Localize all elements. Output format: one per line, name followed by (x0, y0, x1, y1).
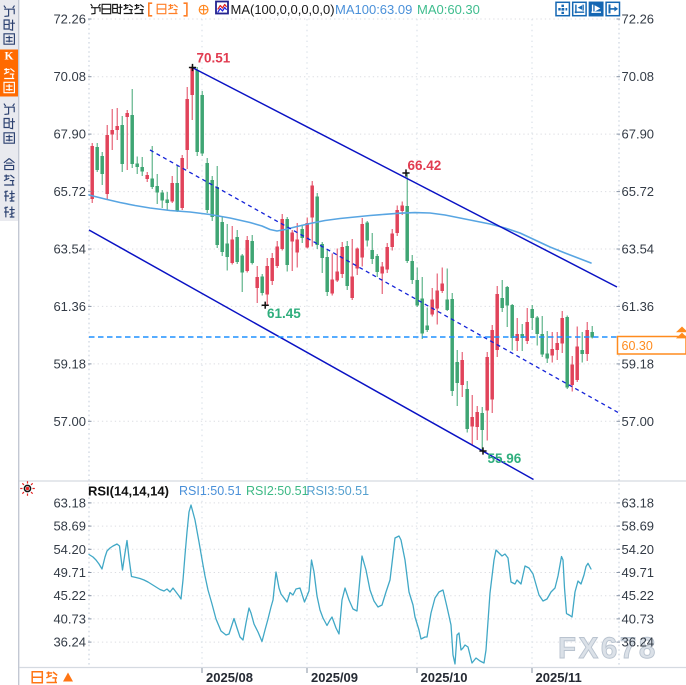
svg-text:70.08: 70.08 (622, 69, 655, 84)
svg-text:65.72: 65.72 (53, 184, 86, 199)
svg-text:61.36: 61.36 (622, 299, 655, 314)
svg-text:65.72: 65.72 (622, 184, 655, 199)
svg-text:49.71: 49.71 (622, 565, 655, 580)
svg-text:RSI3:50.51: RSI3:50.51 (307, 484, 370, 498)
svg-text:60.30: 60.30 (622, 339, 653, 353)
svg-text:70.51: 70.51 (197, 51, 231, 66)
svg-text:45.22: 45.22 (622, 588, 655, 603)
svg-text:58.69: 58.69 (622, 519, 655, 534)
svg-text:70.08: 70.08 (53, 69, 86, 84)
svg-text:MA100:63.09: MA100:63.09 (335, 2, 412, 17)
svg-text:RSI1:50.51: RSI1:50.51 (179, 484, 242, 498)
svg-text:45.22: 45.22 (53, 588, 86, 603)
svg-text:FX678: FX678 (558, 632, 658, 665)
svg-text:40.73: 40.73 (622, 611, 655, 626)
svg-text:2025/09: 2025/09 (311, 670, 358, 685)
svg-text:RSI(14,14,14): RSI(14,14,14) (88, 484, 169, 499)
svg-text:61.36: 61.36 (53, 299, 86, 314)
svg-text:63.54: 63.54 (53, 242, 86, 257)
svg-text:61.45: 61.45 (267, 306, 301, 321)
svg-text:63.18: 63.18 (53, 495, 86, 510)
svg-text:MA0:60.30: MA0:60.30 (417, 2, 480, 17)
svg-text:54.20: 54.20 (622, 542, 655, 557)
svg-text:72.26: 72.26 (622, 12, 655, 27)
svg-text:2025/10: 2025/10 (421, 670, 468, 685)
svg-text:54.20: 54.20 (53, 542, 86, 557)
svg-text:59.18: 59.18 (53, 356, 86, 371)
svg-text:2025/08: 2025/08 (206, 670, 253, 685)
svg-text:57.00: 57.00 (53, 414, 86, 429)
svg-text:72.26: 72.26 (53, 12, 86, 27)
svg-text:57.00: 57.00 (622, 414, 655, 429)
svg-text:63.18: 63.18 (622, 495, 655, 510)
svg-text:66.42: 66.42 (408, 158, 442, 173)
svg-text:MA(100,0,0,0,0,0): MA(100,0,0,0,0,0) (231, 2, 335, 17)
svg-text:49.71: 49.71 (53, 565, 86, 580)
svg-text:K: K (5, 51, 14, 63)
svg-text:55.96: 55.96 (488, 451, 522, 466)
svg-text:67.90: 67.90 (53, 127, 86, 142)
svg-text:58.69: 58.69 (53, 519, 86, 534)
svg-text:36.24: 36.24 (53, 635, 86, 650)
svg-text:40.73: 40.73 (53, 611, 86, 626)
svg-text:67.90: 67.90 (622, 127, 655, 142)
svg-text:63.54: 63.54 (622, 242, 655, 257)
svg-text:36.24: 36.24 (622, 635, 655, 650)
svg-text:2025/11: 2025/11 (536, 670, 582, 685)
svg-text:RSI2:50.51: RSI2:50.51 (246, 484, 309, 498)
svg-text:59.18: 59.18 (622, 356, 655, 371)
